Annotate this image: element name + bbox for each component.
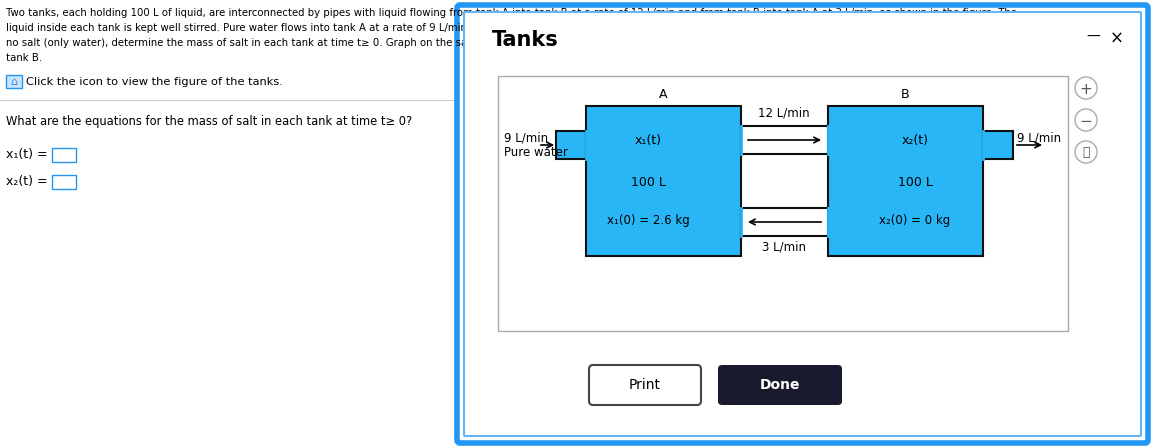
Bar <box>557 131 585 159</box>
FancyBboxPatch shape <box>718 365 842 405</box>
Bar <box>983 131 1014 159</box>
Text: x₂(t) =: x₂(t) = <box>6 175 47 188</box>
Circle shape <box>1075 141 1097 163</box>
Text: x₂(0) = 0 kg: x₂(0) = 0 kg <box>879 214 951 227</box>
Text: ×: × <box>1110 30 1123 48</box>
Text: B: B <box>900 87 909 100</box>
Text: 9 L/min: 9 L/min <box>504 132 548 145</box>
Text: Two tanks, each holding 100 L of liquid, are interconnected by pipes with liquid: Two tanks, each holding 100 L of liquid,… <box>6 8 1017 18</box>
Text: A: A <box>658 87 668 100</box>
Text: no salt (only water), determine the mass of salt in each tank at time t≥ 0. Grap: no salt (only water), determine the mass… <box>6 38 1008 48</box>
FancyBboxPatch shape <box>464 12 1141 436</box>
FancyBboxPatch shape <box>589 365 701 405</box>
Text: What are the equations for the mass of salt in each tank at time t≥ 0?: What are the equations for the mass of s… <box>6 115 412 128</box>
Text: x₁(t) =: x₁(t) = <box>6 148 47 161</box>
Text: +: + <box>1079 82 1092 96</box>
Bar <box>498 76 1068 331</box>
FancyBboxPatch shape <box>457 5 1148 443</box>
Text: Done: Done <box>760 378 801 392</box>
Bar <box>740 208 828 236</box>
Bar <box>740 126 828 154</box>
Text: x₁(t): x₁(t) <box>634 134 662 147</box>
Bar <box>828 106 983 256</box>
Text: liquid inside each tank is kept well stirred. Pure water flows into tank A at a : liquid inside each tank is kept well sti… <box>6 23 1025 33</box>
Bar <box>52 148 76 162</box>
Bar <box>6 75 22 88</box>
Text: Print: Print <box>629 378 661 392</box>
Bar <box>52 175 76 189</box>
Text: −: − <box>1079 113 1092 129</box>
Text: —: — <box>1086 30 1100 44</box>
Text: tank B.: tank B. <box>6 53 42 63</box>
Text: 9 L/min: 9 L/min <box>1017 132 1061 145</box>
Text: 3 L/min: 3 L/min <box>762 240 806 253</box>
Text: Tanks: Tanks <box>492 30 559 50</box>
Text: Pure water: Pure water <box>504 146 568 159</box>
Text: 12 L/min: 12 L/min <box>758 107 810 120</box>
Text: ⧉: ⧉ <box>1082 146 1090 159</box>
Text: x₁(0) = 2.6 kg: x₁(0) = 2.6 kg <box>606 214 690 227</box>
Text: ⌂: ⌂ <box>10 77 17 87</box>
Circle shape <box>1075 109 1097 131</box>
Text: x₂(t): x₂(t) <box>901 134 929 147</box>
Text: 100 L: 100 L <box>631 176 665 189</box>
Circle shape <box>1075 77 1097 99</box>
Bar <box>585 106 740 256</box>
Text: Click the icon to view the figure of the tanks.: Click the icon to view the figure of the… <box>25 77 282 87</box>
Text: 100 L: 100 L <box>898 176 933 189</box>
